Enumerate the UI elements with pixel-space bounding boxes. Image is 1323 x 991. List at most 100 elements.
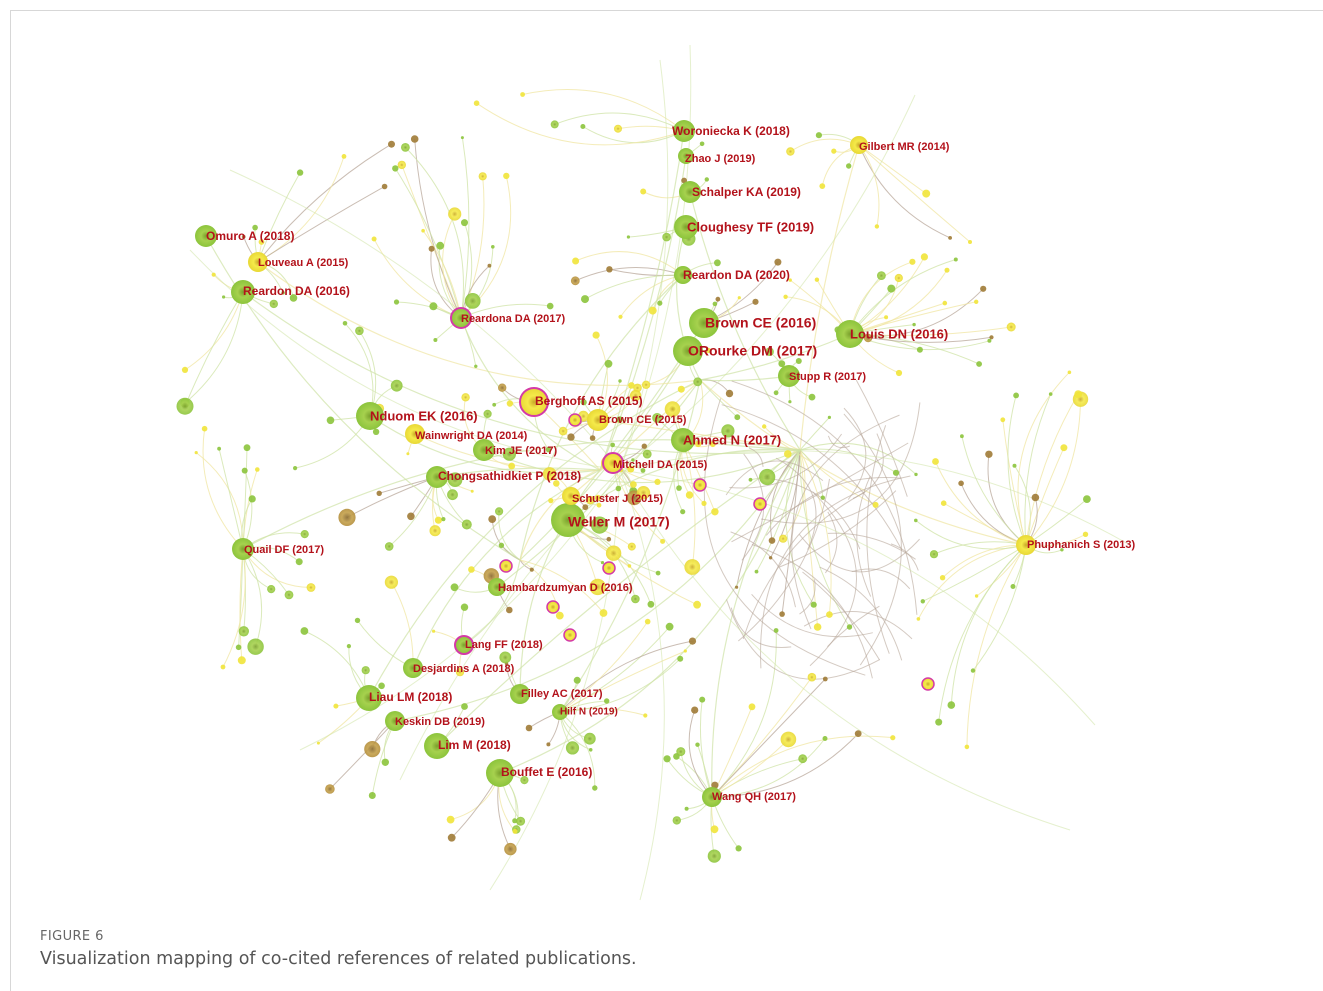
citation-edge — [401, 164, 462, 319]
node-bouffet_2016 — [486, 759, 514, 787]
citation-edge — [619, 94, 916, 471]
node-hambardzumyan_2016 — [488, 578, 506, 596]
minor-node — [685, 491, 694, 499]
minor-node — [381, 758, 389, 766]
minor-node — [446, 815, 455, 824]
minor-node — [441, 517, 446, 522]
citation-edge — [799, 449, 824, 498]
node-cloughesy_2019 — [674, 215, 698, 239]
citation-edge — [799, 442, 917, 475]
minor-node — [248, 495, 256, 503]
node-reardona_2017 — [450, 307, 472, 329]
minor-node — [788, 278, 792, 282]
minor-node — [778, 360, 786, 368]
minor-node — [487, 263, 492, 268]
minor-node — [448, 207, 462, 221]
citation-edge — [761, 402, 921, 524]
minor-node — [989, 335, 994, 340]
minor-node — [580, 399, 587, 406]
citation-edge — [922, 544, 1027, 602]
minor-node — [460, 136, 464, 140]
minor-node — [788, 400, 792, 404]
minor-node — [929, 550, 939, 559]
citation-edge — [843, 413, 902, 666]
minor-node — [582, 504, 589, 511]
citation-edge — [689, 191, 801, 451]
minor-node — [293, 466, 298, 471]
minor-node — [892, 469, 900, 476]
label-lang_2018: Lang FF (2018) — [465, 639, 543, 651]
minor-node — [546, 742, 551, 747]
citation-edge — [765, 477, 902, 536]
minor-node — [660, 538, 666, 544]
citation-edge — [827, 435, 850, 449]
label-zhao_2019: Zhao J (2019) — [685, 153, 756, 165]
minor-node — [498, 383, 507, 392]
minor-node — [699, 141, 705, 147]
minor-node — [704, 177, 709, 182]
minor-node — [181, 366, 189, 373]
node-liau_2018 — [356, 685, 382, 711]
labeled-node-layer — [195, 120, 1036, 807]
minor-node — [433, 338, 438, 342]
minor-node — [247, 638, 264, 655]
citation-edge — [242, 447, 248, 550]
citation-edge — [388, 476, 438, 547]
minor-node — [964, 744, 970, 750]
citation-edge — [799, 144, 860, 451]
citation-edge — [257, 186, 385, 263]
citation-edge — [619, 59, 669, 471]
minor-node — [714, 259, 721, 267]
citation-edge — [619, 469, 1096, 726]
minor-node — [695, 742, 700, 747]
minor-node — [606, 266, 613, 273]
citation-edge — [711, 733, 859, 798]
citation-edge — [619, 450, 1131, 546]
minor-node — [676, 747, 686, 757]
minor-node — [491, 245, 495, 249]
minor-node — [688, 637, 697, 645]
minor-node — [657, 300, 663, 306]
figure-label: FIGURE 6 — [40, 929, 104, 944]
minor-node — [599, 609, 608, 617]
minor-node — [516, 816, 526, 826]
citation-edge — [782, 449, 806, 540]
citation-edge — [218, 448, 244, 550]
minor-node — [1000, 417, 1006, 423]
minor-node — [235, 644, 242, 651]
minor-node — [580, 124, 586, 129]
minor-node — [798, 754, 808, 764]
minor-node — [648, 306, 657, 315]
node-desjardins_2018 — [403, 658, 423, 678]
minor-node — [520, 776, 529, 785]
minor-node — [691, 706, 699, 714]
citation-edge — [721, 404, 903, 551]
node-reardon_2020 — [674, 266, 692, 284]
citation-edge — [682, 439, 696, 568]
minor-node — [529, 567, 534, 572]
citation-edge — [519, 559, 604, 614]
minor-node — [470, 489, 474, 493]
label-keskin_2019: Keskin DB (2019) — [395, 716, 485, 728]
minor-node — [912, 322, 916, 327]
node-wainwright_2014 — [405, 424, 425, 444]
minor-node — [630, 481, 637, 488]
minor-node — [604, 698, 610, 704]
citation-edge — [619, 469, 665, 901]
minor-node — [711, 508, 719, 516]
citation-edge — [711, 738, 826, 798]
citation-edge — [242, 291, 801, 455]
minor-node — [1013, 392, 1019, 399]
minor-node — [1060, 444, 1068, 452]
minor-node — [176, 397, 194, 415]
minor-node — [461, 703, 468, 710]
label-bouffet_2016: Bouffet E (2016) — [501, 765, 592, 779]
node-schuster_2015 — [562, 487, 580, 505]
minor-node — [546, 302, 554, 310]
minor-node — [243, 444, 251, 452]
minor-node — [589, 578, 606, 596]
minor-node — [846, 624, 853, 630]
citation-edge — [791, 414, 900, 630]
citation-edge — [827, 605, 880, 648]
label-hilf_2019: Hilf N (2019) — [560, 707, 618, 718]
